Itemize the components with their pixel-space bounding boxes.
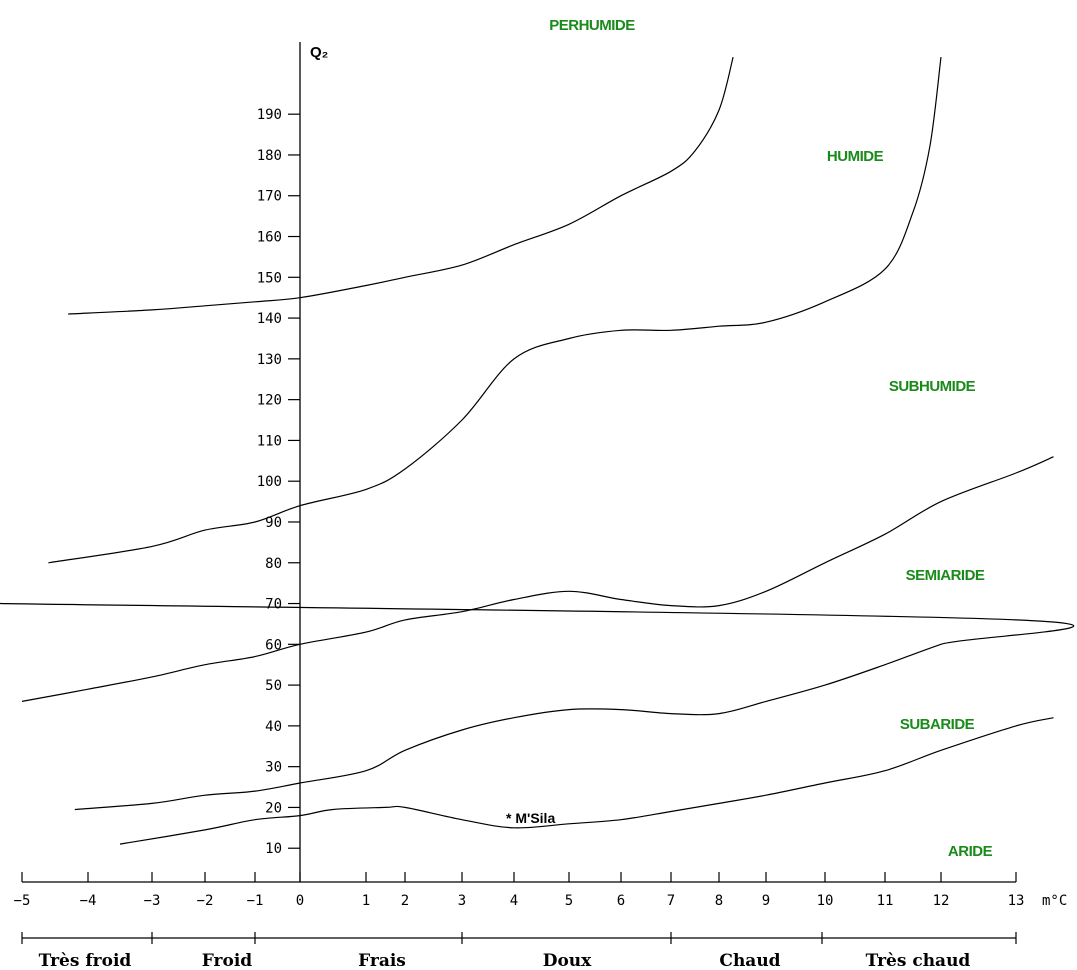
- temperature-bands: Très froid Froid Frais Doux Chaud Très chaud: [21, 932, 1017, 970]
- y-tick-label: 30: [265, 760, 282, 776]
- zone-label-aride: ARIDE: [948, 843, 993, 860]
- x-tick-label: 3: [458, 893, 466, 909]
- x-tick-label: 9: [762, 893, 770, 909]
- y-tick-label: 190: [257, 107, 282, 123]
- y-tick-label: 130: [257, 352, 282, 368]
- x-tick-label: 6: [617, 893, 625, 909]
- x-tick-label: 0: [296, 893, 304, 909]
- y-tick-label: 170: [257, 189, 282, 205]
- x-tick-label: 7: [667, 893, 675, 909]
- band-label: Chaud: [719, 951, 780, 970]
- band-label: Frais: [358, 951, 406, 970]
- y-tick-label: 120: [257, 393, 282, 409]
- chart-labels: PERHUMIDE HUMIDE SUBHUMIDE SEMIARIDE SUBARID…: [506, 17, 993, 860]
- x-tick-label: −3: [144, 893, 161, 909]
- y-tick-label: 180: [257, 148, 282, 164]
- band-label: Doux: [543, 951, 592, 970]
- y-tick-label: 160: [257, 230, 282, 246]
- zone-label-semiaride: SEMIARIDE: [906, 567, 985, 584]
- x-tick-label: 5: [565, 893, 573, 909]
- x-axis-unit: m°C: [1042, 893, 1067, 909]
- x-tick-label: 1: [362, 893, 370, 909]
- y-tick-label: 100: [257, 474, 282, 490]
- y-tick-label: 150: [257, 270, 282, 286]
- y-tick-label: 90: [265, 515, 282, 531]
- boundary-line-5: [68, 56, 734, 315]
- y-axis-ticks: 10 20 30 40 50 60 70 80 90 100 110 120 130 140 150 160 1…: [257, 107, 300, 857]
- x-tick-label: 10: [817, 893, 834, 909]
- zone-label-subhumide: SUBHUMIDE: [889, 378, 976, 395]
- x-tick-label: 2: [401, 893, 409, 909]
- x-tick-label: 12: [933, 893, 950, 909]
- x-tick-label: −1: [247, 893, 264, 909]
- zone-label-humide: HUMIDE: [827, 148, 884, 165]
- x-tick-label: −5: [14, 893, 31, 909]
- zone-label-subaride: SUBARIDE: [900, 716, 975, 733]
- band-label: Froid: [202, 951, 253, 970]
- x-tick-label: 11: [877, 893, 894, 909]
- x-tick-label: 13: [1008, 893, 1025, 909]
- y-tick-label: 60: [265, 637, 282, 653]
- boundary-line-2: [0, 602, 1075, 811]
- boundary-line-3: [21, 456, 1054, 702]
- boundary-line-1: [119, 717, 1054, 845]
- x-tick-label: −2: [197, 893, 214, 909]
- x-tick-label: −4: [80, 893, 97, 909]
- chart-axes: Q₂: [22, 42, 1016, 939]
- y-tick-label: 20: [265, 800, 282, 816]
- y-tick-label: 10: [265, 841, 282, 857]
- x-axis-ticks: −5 −4 −3 −2 −1 0 1 2 3 4 5 6 7 8 9 10 11 12 13 m°C: [14, 872, 1067, 909]
- band-label: Très froid: [39, 951, 132, 970]
- station-label: * M'Sila: [506, 810, 555, 826]
- y-tick-label: 140: [257, 311, 282, 327]
- y-tick-label: 80: [265, 556, 282, 572]
- y-tick-label: 50: [265, 678, 282, 694]
- band-label: Très chaud: [866, 951, 971, 970]
- y-tick-label: 110: [257, 433, 282, 449]
- y-axis-label: Q₂: [310, 44, 328, 61]
- zone-label-perhumide: PERHUMIDE: [549, 17, 635, 34]
- y-tick-label: 40: [265, 719, 282, 735]
- x-tick-label: 4: [510, 893, 518, 909]
- x-tick-label: 8: [715, 893, 723, 909]
- y-tick-label: 70: [265, 597, 282, 613]
- boundary-line-4: [48, 57, 942, 564]
- bioclimatic-boundaries: [0, 56, 1075, 845]
